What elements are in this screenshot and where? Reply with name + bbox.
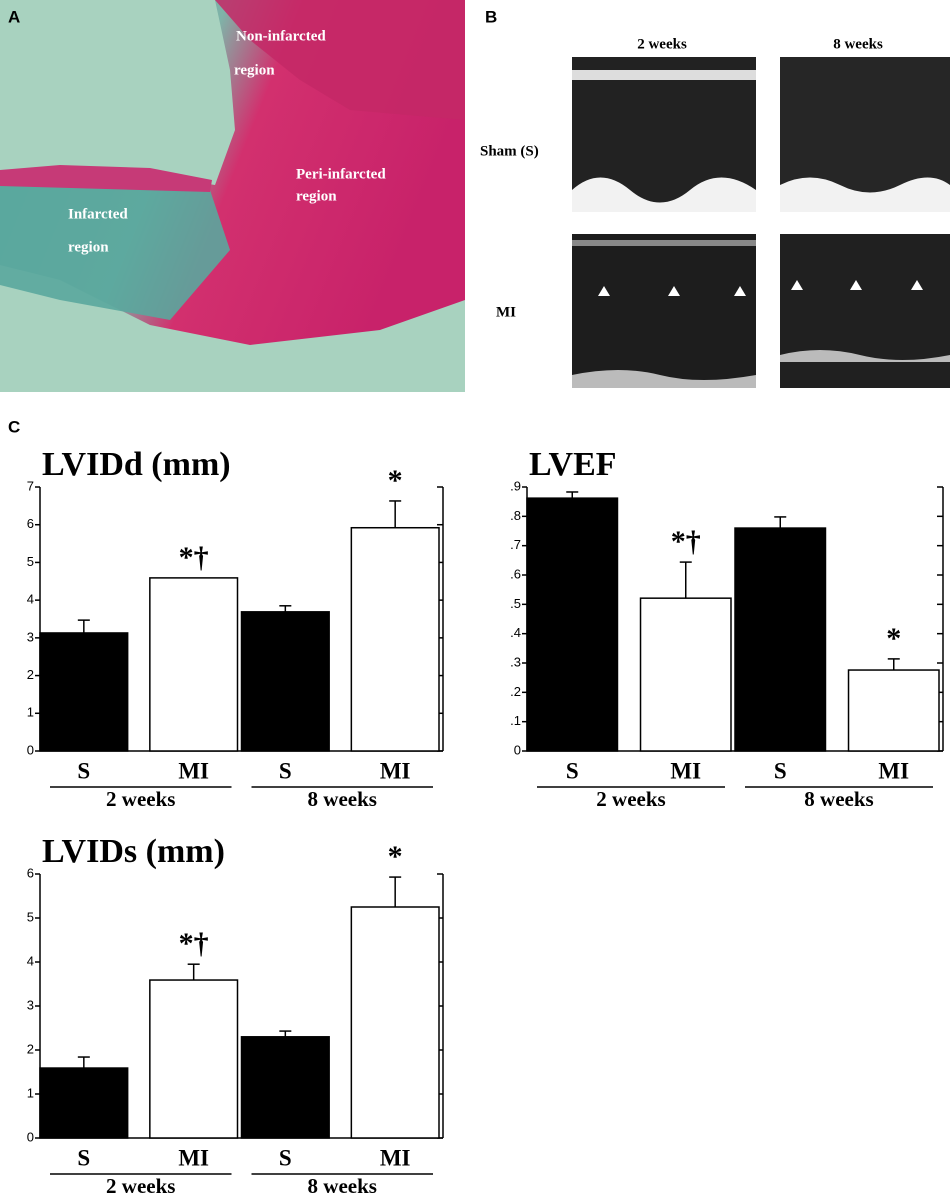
group-label: 2 weeks bbox=[596, 787, 665, 811]
group-label: 2 weeks bbox=[106, 1174, 175, 1198]
echo-images bbox=[572, 57, 950, 388]
region-label: Infarcted bbox=[68, 206, 128, 222]
y-tick-label: 3 bbox=[27, 997, 34, 1012]
x-tick-label: S bbox=[279, 1145, 292, 1170]
panel-label: B bbox=[485, 7, 497, 26]
echo-column: 2 weeks bbox=[637, 36, 687, 52]
region-label: Non-infarcted bbox=[236, 28, 326, 44]
region-label: region bbox=[234, 62, 275, 78]
bar bbox=[847, 669, 940, 752]
y-tick-label: 5 bbox=[27, 554, 34, 569]
y-tick-label: .1 bbox=[510, 713, 521, 728]
y-tick-label: 4 bbox=[27, 592, 34, 607]
y-tick-label: 0 bbox=[27, 742, 34, 757]
x-tick-label: S bbox=[77, 758, 90, 783]
y-tick-label: 6 bbox=[27, 865, 34, 880]
y-tick-label: 6 bbox=[27, 516, 34, 531]
x-tick-label: MI bbox=[178, 758, 209, 783]
x-tick-label: MI bbox=[178, 1145, 209, 1170]
bar bbox=[350, 906, 440, 1139]
y-tick-label: .9 bbox=[510, 478, 521, 493]
significance: * bbox=[388, 464, 403, 497]
echo-column: 8 weeks bbox=[833, 36, 883, 52]
region-label: Peri-infarcted bbox=[296, 166, 386, 182]
x-tick-label: MI bbox=[670, 758, 701, 783]
bar bbox=[39, 1067, 129, 1139]
bar bbox=[149, 979, 239, 1139]
y-tick-label: .8 bbox=[510, 508, 521, 523]
y-tick-label: 1 bbox=[27, 1085, 34, 1100]
y-tick-label: 3 bbox=[27, 629, 34, 644]
y-tick-label: 4 bbox=[27, 953, 34, 968]
y-tick-label: 1 bbox=[27, 705, 34, 720]
region-label: region bbox=[68, 239, 109, 255]
significance: * bbox=[886, 622, 901, 655]
significance: *† bbox=[179, 541, 209, 574]
x-tick-label: S bbox=[279, 758, 292, 783]
y-tick-label: .6 bbox=[510, 566, 521, 581]
bar bbox=[350, 526, 440, 752]
x-tick-label: S bbox=[774, 758, 787, 783]
histology-image bbox=[0, 0, 465, 392]
significance: * bbox=[388, 840, 403, 873]
significance: *† bbox=[179, 927, 209, 960]
region-label: region bbox=[296, 188, 337, 204]
chart-title: LVEF bbox=[529, 446, 617, 483]
y-tick-label: .7 bbox=[510, 537, 521, 552]
group-label: 2 weeks bbox=[106, 787, 175, 811]
x-tick-label: MI bbox=[380, 758, 411, 783]
y-tick-label: 0 bbox=[514, 742, 521, 757]
panel-label: C bbox=[8, 417, 20, 436]
y-tick-label: .5 bbox=[510, 596, 521, 611]
y-tick-label: .2 bbox=[510, 684, 521, 699]
y-tick-label: 0 bbox=[27, 1129, 34, 1144]
y-tick-label: 2 bbox=[27, 667, 34, 682]
chart-title: LVIDs (mm) bbox=[42, 833, 225, 870]
bar bbox=[39, 632, 129, 752]
bar bbox=[526, 497, 619, 752]
group-label: 8 weeks bbox=[804, 787, 873, 811]
group-label: 8 weeks bbox=[308, 1174, 377, 1198]
x-tick-label: S bbox=[566, 758, 579, 783]
group-label: 8 weeks bbox=[308, 787, 377, 811]
bar bbox=[240, 1036, 330, 1139]
significance: *† bbox=[671, 525, 701, 558]
bar bbox=[639, 597, 732, 752]
bar bbox=[734, 527, 827, 752]
bar bbox=[149, 577, 239, 752]
y-tick-label: 2 bbox=[27, 1041, 34, 1056]
x-tick-label: MI bbox=[878, 758, 909, 783]
y-tick-label: .3 bbox=[510, 654, 521, 669]
y-tick-label: 7 bbox=[27, 478, 34, 493]
echo-row: MI bbox=[496, 304, 516, 320]
bar bbox=[240, 611, 330, 752]
echo-row: Sham (S) bbox=[480, 143, 539, 159]
y-tick-label: .4 bbox=[510, 625, 521, 640]
x-tick-label: MI bbox=[380, 1145, 411, 1170]
panel-label: A bbox=[8, 7, 20, 26]
x-tick-label: S bbox=[77, 1145, 90, 1170]
chart-title: LVIDd (mm) bbox=[42, 446, 231, 483]
y-tick-label: 5 bbox=[27, 909, 34, 924]
